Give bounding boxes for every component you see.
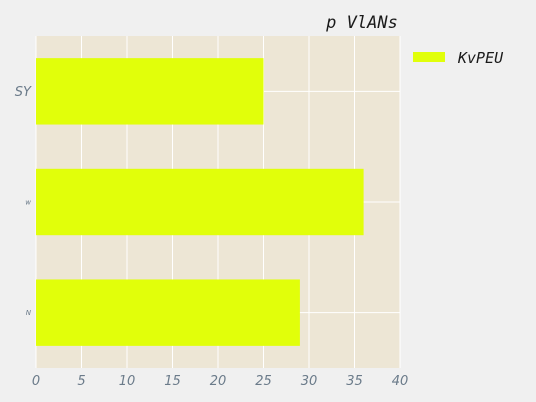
x-tick-label-2: 10 [119,374,136,389]
legend-swatch [413,52,445,62]
x-tick-label-5: 25 [255,374,272,389]
y-tick-label-1: w [25,198,31,206]
y-tick-label-2: N [26,309,32,317]
x-tick-label-0: 0 [32,374,40,389]
legend-label: KvPEU [457,49,504,67]
x-tick-label-1: 5 [77,374,85,389]
x-axis-ticks: 0 5 10 15 20 25 30 35 40 [32,374,408,389]
bars [36,58,364,346]
x-tick-label-7: 35 [346,374,363,389]
x-tick-label-4: 20 [210,374,227,389]
x-tick-label-8: 40 [392,374,409,389]
bar-N [36,279,300,346]
bar-SY [36,58,264,125]
legend: KvPEU [413,49,504,67]
chart-title: p VlANs [325,13,398,33]
x-tick-label-3: 15 [164,374,181,389]
y-tick-label-0: SY [15,85,32,100]
x-tick-label-6: 30 [301,374,318,389]
bar-w [36,168,364,236]
y-axis-ticks: SY w N [15,85,32,317]
